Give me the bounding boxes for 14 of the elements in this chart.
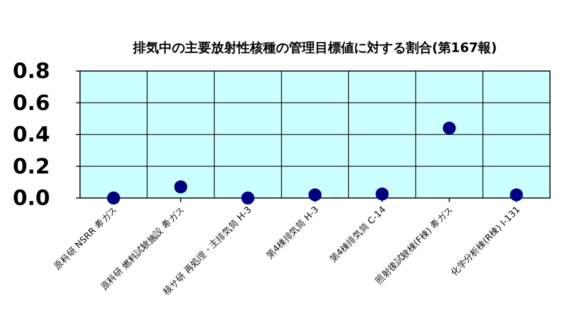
point xyxy=(107,192,120,204)
y-tick-label: 0.2 xyxy=(12,154,50,178)
chart-title: 排気中の主要放射性核種の管理目標値に対する割合(第167報) xyxy=(132,40,498,56)
y-tick-label: 0.0 xyxy=(12,186,50,210)
point xyxy=(308,188,322,202)
point xyxy=(510,188,523,202)
point xyxy=(174,180,188,194)
y-tick-label: 0.8 xyxy=(12,59,50,83)
y-tick-label: 0.4 xyxy=(12,122,50,146)
y-tick-label: 0.6 xyxy=(12,90,50,115)
point xyxy=(376,188,389,201)
point xyxy=(442,122,456,135)
x-tick-label: 第4棟排気筒 H-3 xyxy=(264,204,322,262)
point xyxy=(241,192,254,204)
